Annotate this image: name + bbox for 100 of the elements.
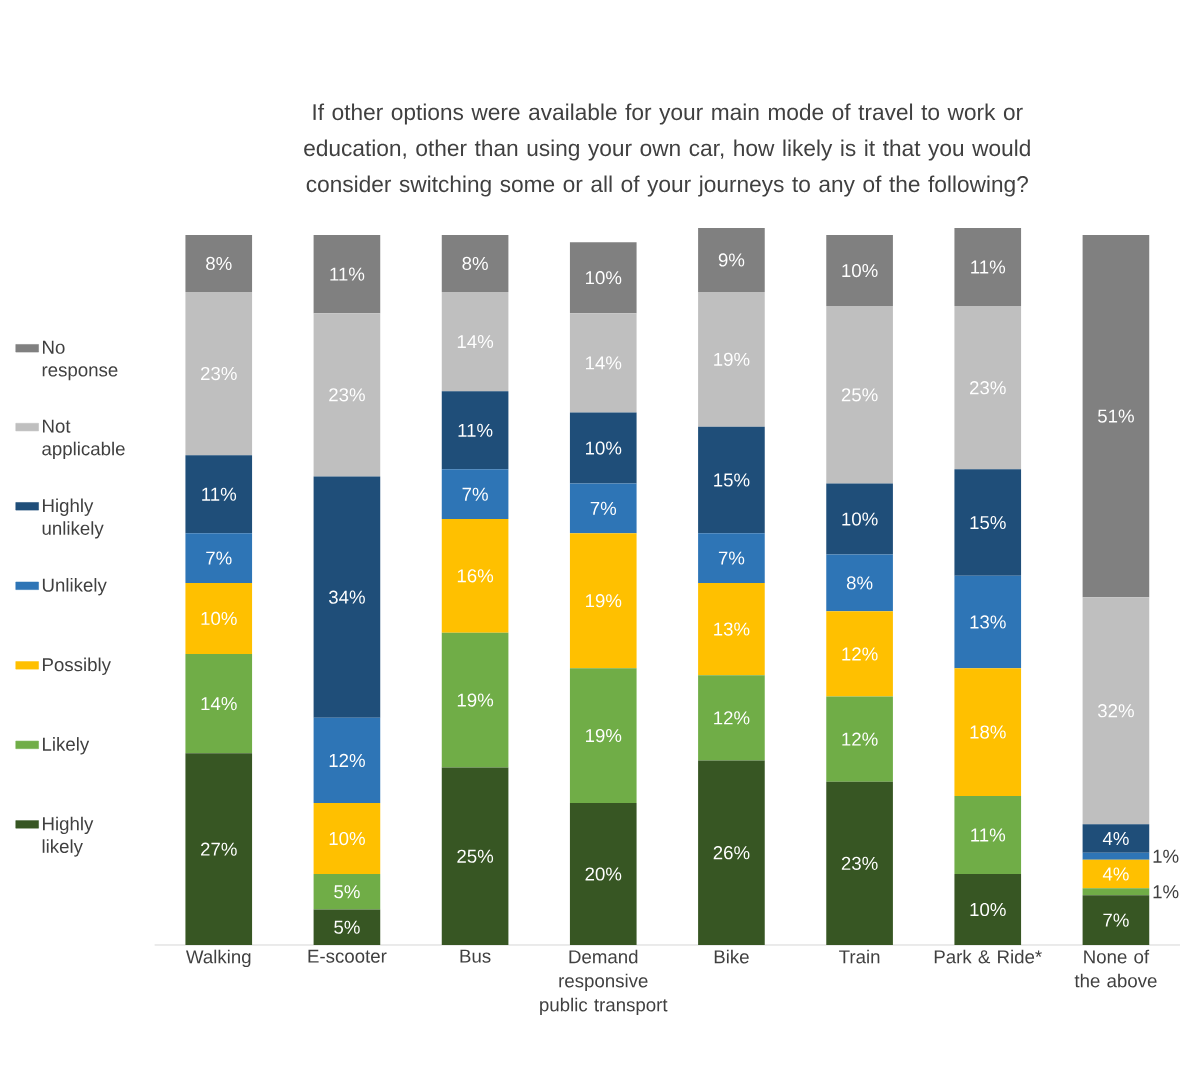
bar [569,313,637,413]
bar [441,235,509,292]
data-label: 15% [970,516,1006,530]
x-tick-label: Park & Ride* [934,949,1042,964]
data-label: 25% [841,388,878,402]
data-label: 23% [329,388,365,402]
data-label: 23% [841,856,878,870]
legend-label: No response [42,340,118,381]
data-label: 5% [334,885,360,899]
bar [954,874,1022,945]
bar [569,483,637,534]
data-label: 14% [586,356,622,370]
bar [185,533,253,583]
bar [313,476,381,718]
bar [954,469,1022,576]
x-tick-label: Train [839,949,880,964]
data-label: 15% [714,473,750,487]
bar [441,519,509,633]
x-tick-label: E-scooter [308,949,387,963]
bar [569,412,637,484]
bar [313,803,381,875]
data-label: 12% [842,732,878,746]
bar [185,653,253,754]
bar [954,227,1022,307]
bar [954,795,1022,875]
bar [441,767,509,945]
data-label: 1% [1153,885,1179,899]
bar [1082,852,1150,860]
bar [698,582,765,676]
bar [441,391,509,470]
bar [698,533,765,583]
bar [185,455,253,534]
data-label: 14% [201,697,237,711]
legend-label: Possibly [43,657,111,675]
data-label: 11% [202,487,237,501]
bar [698,675,765,761]
bar [569,533,637,669]
data-label: 13% [714,622,750,636]
bar [185,291,253,456]
x-tick-label: None of the above [1074,949,1157,988]
data-label: 16% [457,569,494,583]
data-label: 23% [201,366,237,381]
data-label: 10% [842,512,878,526]
bar [698,227,765,292]
bar [826,235,893,307]
data-label: 25% [457,849,494,863]
bar [313,909,381,945]
data-label: 4% [1102,867,1129,881]
bar [441,469,509,520]
bar [313,235,381,314]
data-label: 19% [714,352,750,366]
bar [698,426,765,534]
bar [698,291,765,427]
bar [1082,824,1150,853]
bar [826,554,893,612]
legend-label: Highly likely [42,816,94,857]
data-label: 23% [970,381,1006,395]
bar [313,313,381,477]
bar [185,753,253,945]
data-label: 10% [586,441,622,455]
data-label: 10% [970,902,1006,917]
data-label: 8% [462,256,488,271]
data-label: 11% [458,423,493,437]
bar [313,874,381,910]
data-label: 10% [329,831,365,846]
bar [826,781,893,945]
legend-label: Unlikely [42,578,107,596]
data-label: 26% [713,846,750,860]
data-label: 32% [1097,704,1134,718]
data-label: 10% [586,271,622,285]
legend-label: Not applicable [42,419,125,460]
data-label: 20% [585,867,622,881]
data-label: 11% [330,267,365,281]
bar [185,235,253,292]
data-label: 12% [329,753,365,767]
bar [569,803,637,945]
legend-label: Highly unlikely [42,498,104,539]
chart-title: If other options were available for your main mode of travel to work or education, other than using your own car, how likely is it that you would consider switching some or all of your journeys to any of the following? [304,103,1030,197]
data-label: 5% [334,920,360,934]
bar [441,291,509,392]
data-label: 8% [206,256,232,271]
data-label: 11% [971,260,1006,274]
legend-label: Likely [43,737,90,755]
bar [1082,888,1150,896]
data-label: 18% [970,725,1006,739]
data-label: 51% [1098,409,1134,423]
bar [826,696,893,782]
bar [826,306,893,484]
data-label: 12% [842,647,878,661]
bar [1082,597,1150,825]
bar [313,717,381,804]
x-tick-label: Bus [460,949,491,963]
data-label: 19% [457,693,494,707]
data-label: 7% [590,501,617,515]
bar [1082,859,1150,889]
data-label: 8% [846,576,873,590]
data-label: 7% [1103,913,1129,927]
bar [954,306,1022,470]
bar [1082,235,1150,598]
x-tick-label: Walking [185,949,251,968]
